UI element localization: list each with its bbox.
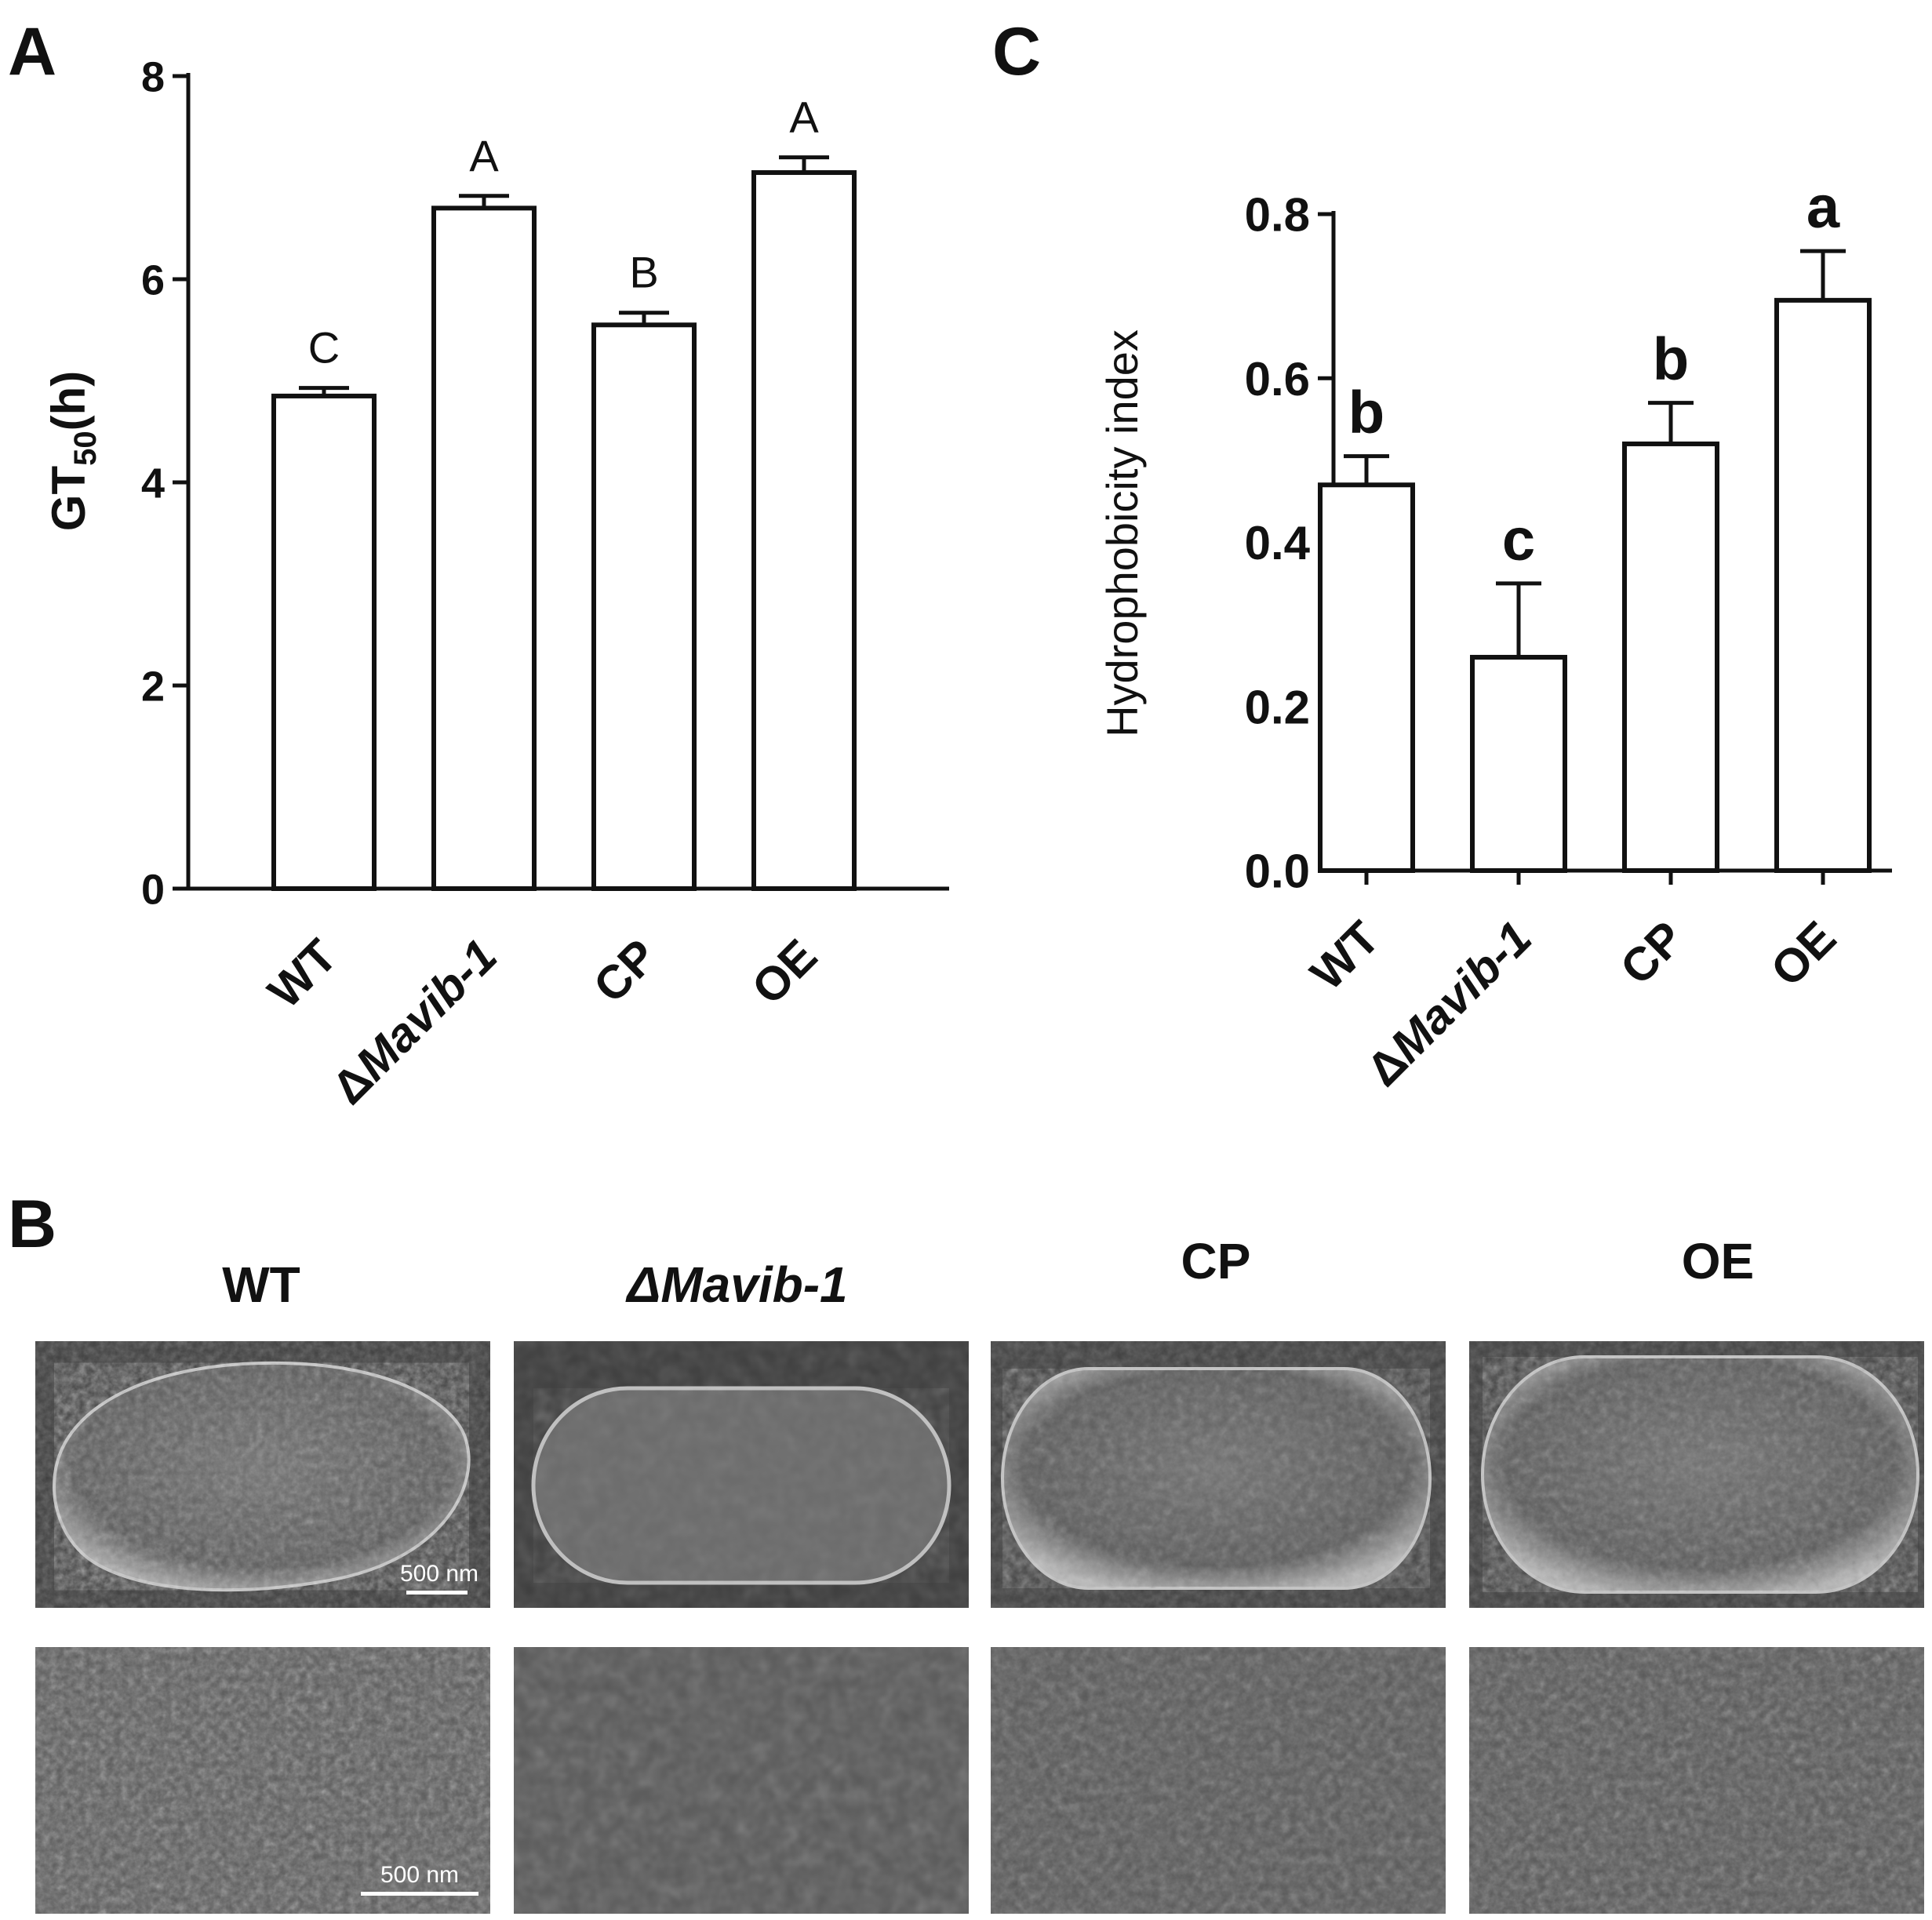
y-tick-label: 0.2 — [1245, 681, 1310, 733]
panel-label-b: B — [8, 1187, 56, 1262]
x-tick-label: WT — [258, 929, 347, 1018]
bar — [431, 205, 537, 892]
sem-image-wt-surface: 500 nm — [35, 1647, 490, 1914]
x-tick-label: WT — [1301, 911, 1389, 1000]
y-tick-label: 8 — [141, 53, 165, 100]
scale-bar-line — [406, 1591, 468, 1595]
bar — [1622, 441, 1719, 873]
x-tick-label: OE — [742, 929, 828, 1015]
significance-label: a — [1806, 174, 1840, 241]
significance-label: A — [469, 131, 499, 180]
bar — [271, 393, 377, 891]
y-tick-label: 2 — [141, 663, 165, 710]
sem-title-wt: WT — [222, 1256, 300, 1313]
y-tick-label: 4 — [141, 460, 165, 507]
significance-label: b — [1653, 326, 1689, 393]
sem-image-mavib1-whole — [514, 1341, 969, 1608]
scale-bar-line — [361, 1892, 478, 1896]
sem-title-cp: CP — [1181, 1233, 1251, 1289]
y-tick-label: 0.8 — [1245, 189, 1310, 242]
chart-a-y-axis-title: GT50(h) — [42, 371, 103, 531]
significance-label: c — [1502, 507, 1535, 573]
sem-image-wt-whole: 500 nm — [35, 1341, 490, 1608]
significance-label: A — [789, 93, 819, 142]
panel-label-a: A — [8, 14, 56, 89]
bar — [591, 322, 697, 891]
x-tick-label: ΔMavib-1 — [1356, 911, 1541, 1096]
bar — [1774, 297, 1872, 873]
sem-image-mavib1-surface — [514, 1647, 969, 1914]
bar — [1318, 482, 1415, 873]
bar — [1470, 654, 1567, 873]
chart-a-bars: C A B A — [271, 93, 857, 892]
sem-title-oe: OE — [1682, 1233, 1754, 1289]
y-tick-label: 0.0 — [1245, 845, 1310, 898]
sem-image-oe-surface — [1469, 1647, 1924, 1914]
y-tick-label: 6 — [141, 256, 165, 304]
significance-label: B — [629, 248, 658, 297]
x-tick-label: OE — [1761, 911, 1846, 997]
chart-c-bars: b c b a — [1318, 174, 1872, 873]
chart-c-y-axis-title: Hydrophobicity index — [1097, 329, 1147, 737]
sem-panel: WT ΔMavib-1 CP OE 500 nm — [35, 1233, 1924, 1914]
sem-title-mavib1: ΔMavib-1 — [625, 1256, 847, 1313]
x-tick-label: CP — [584, 929, 667, 1013]
sem-image-cp-surface — [991, 1647, 1446, 1914]
x-tick-label: CP — [1610, 911, 1694, 995]
bar — [751, 170, 857, 891]
y-tick-label: 0 — [141, 866, 165, 913]
y-tick-label: 0.4 — [1245, 517, 1311, 569]
scale-bar-label: 500 nm — [380, 1862, 459, 1888]
sem-image-oe-whole — [1469, 1341, 1924, 1608]
y-tick-label: 0.6 — [1245, 353, 1310, 405]
scale-bar-label: 500 nm — [400, 1561, 478, 1587]
significance-label: b — [1348, 380, 1384, 446]
panel-label-c: C — [992, 14, 1041, 89]
sem-image-cp-whole — [991, 1341, 1446, 1608]
x-tick-label: ΔMavib-1 — [322, 929, 507, 1115]
significance-label: C — [308, 323, 340, 373]
